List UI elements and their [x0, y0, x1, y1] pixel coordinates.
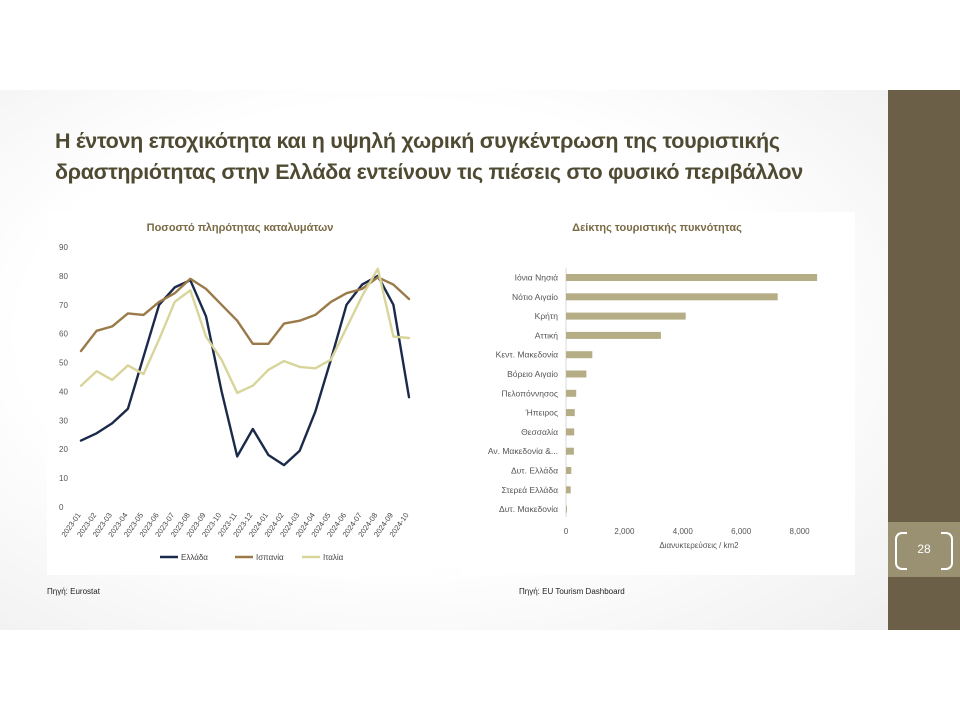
page-number: 28: [917, 542, 931, 556]
x-axis-label: Διανυκτερεύσεις / km2: [659, 541, 739, 550]
legend-label: Ιταλία: [323, 553, 344, 562]
density-bar-chart: Δείκτης τουριστικής πυκνότητας Ιόνια Νησι…: [488, 222, 818, 550]
category-label: Αν. Μακεδονία &...: [488, 446, 558, 456]
series-line: [79, 276, 411, 353]
category-label: Βόρειο Αιγαίο: [507, 369, 558, 379]
x-tick-label: 0: [564, 527, 569, 536]
category-label: Κεντ. Μακεδονία: [496, 350, 558, 360]
category-label: Δυτ. Ελλάδα: [511, 466, 558, 476]
left-bracket-icon: [895, 532, 907, 570]
source-right: Πηγή: EU Tourism Dashboard: [519, 587, 625, 596]
slide-title-line2: δραστηριότητας στην Ελλάδα εντείνουν τις…: [55, 160, 803, 184]
occupancy-line-chart: Ποσοστό πληρότητας καταλυμάτων 0 10 20 30 40 5…: [59, 222, 411, 562]
y-tick-label: 30: [59, 416, 68, 425]
category-label: Ιόνια Νησιά: [515, 273, 559, 283]
y-tick-label: 0: [59, 503, 64, 512]
bar: [566, 274, 818, 281]
bar: [566, 409, 575, 417]
bar: [566, 351, 593, 359]
category-label: Ήπειρος: [525, 408, 558, 418]
page-number-band: 28: [888, 522, 960, 577]
x-tick-label: 2,000: [614, 527, 635, 536]
y-tick-label: 10: [59, 474, 68, 483]
category-label: Αττική: [535, 330, 559, 340]
line-chart-title: Ποσοστό πληρότητας καταλυμάτων: [147, 222, 334, 234]
y-tick-label: 70: [59, 301, 68, 310]
legend-label: Ελλάδα: [181, 553, 208, 562]
category-label: Δυτ. Μακεδονία: [499, 504, 558, 514]
y-tick-label: 60: [59, 330, 68, 339]
slide-title: Η έντονη εποχικότητα και η υψηλή χωρική …: [55, 126, 875, 188]
bar: [566, 447, 574, 455]
y-tick-label: 80: [59, 272, 68, 281]
x-tick-label: 4,000: [673, 527, 694, 536]
series-line: [79, 267, 411, 395]
category-label: Θεσσαλία: [521, 427, 558, 437]
bar: [566, 293, 778, 301]
bar: [566, 505, 567, 513]
category-label: Νότιο Αιγαίο: [512, 292, 558, 302]
bar: [566, 389, 577, 397]
bar-chart-title: Δείκτης τουριστικής πυκνότητας: [572, 222, 742, 234]
category-label: Κρήτη: [535, 311, 559, 321]
bar: [566, 428, 575, 436]
bar: [566, 467, 572, 474]
source-left: Πηγή: Eurostat: [47, 587, 100, 596]
x-tick-label: 6,000: [731, 527, 752, 536]
y-tick-label: 40: [59, 387, 68, 396]
occupancy-chart-panel: Ποσοστό πληρότητας καταλυμάτων 0 10 20 30 40 5…: [47, 212, 432, 575]
bar: [566, 370, 587, 378]
y-tick-label: 20: [59, 445, 68, 454]
bar: [566, 486, 571, 494]
density-chart-panel: Δείκτης τουριστικής πυκνότητας Ιόνια Νησι…: [460, 212, 855, 575]
slide-title-line1: Η έντονη εποχικότητα και η υψηλή χωρική …: [55, 129, 780, 153]
series-line: [79, 274, 411, 467]
bar: [566, 331, 661, 339]
right-bracket-icon: [941, 532, 953, 570]
bar: [566, 312, 686, 320]
y-tick-label: 90: [59, 243, 68, 252]
category-label: Στερεά Ελλάδα: [502, 485, 559, 495]
slide-sidebar: 28: [888, 90, 960, 630]
x-tick-label: 8,000: [790, 527, 811, 536]
category-label: Πελοπόννησος: [501, 388, 558, 398]
y-tick-label: 50: [59, 359, 68, 368]
legend-label: Ισπανία: [256, 553, 284, 562]
